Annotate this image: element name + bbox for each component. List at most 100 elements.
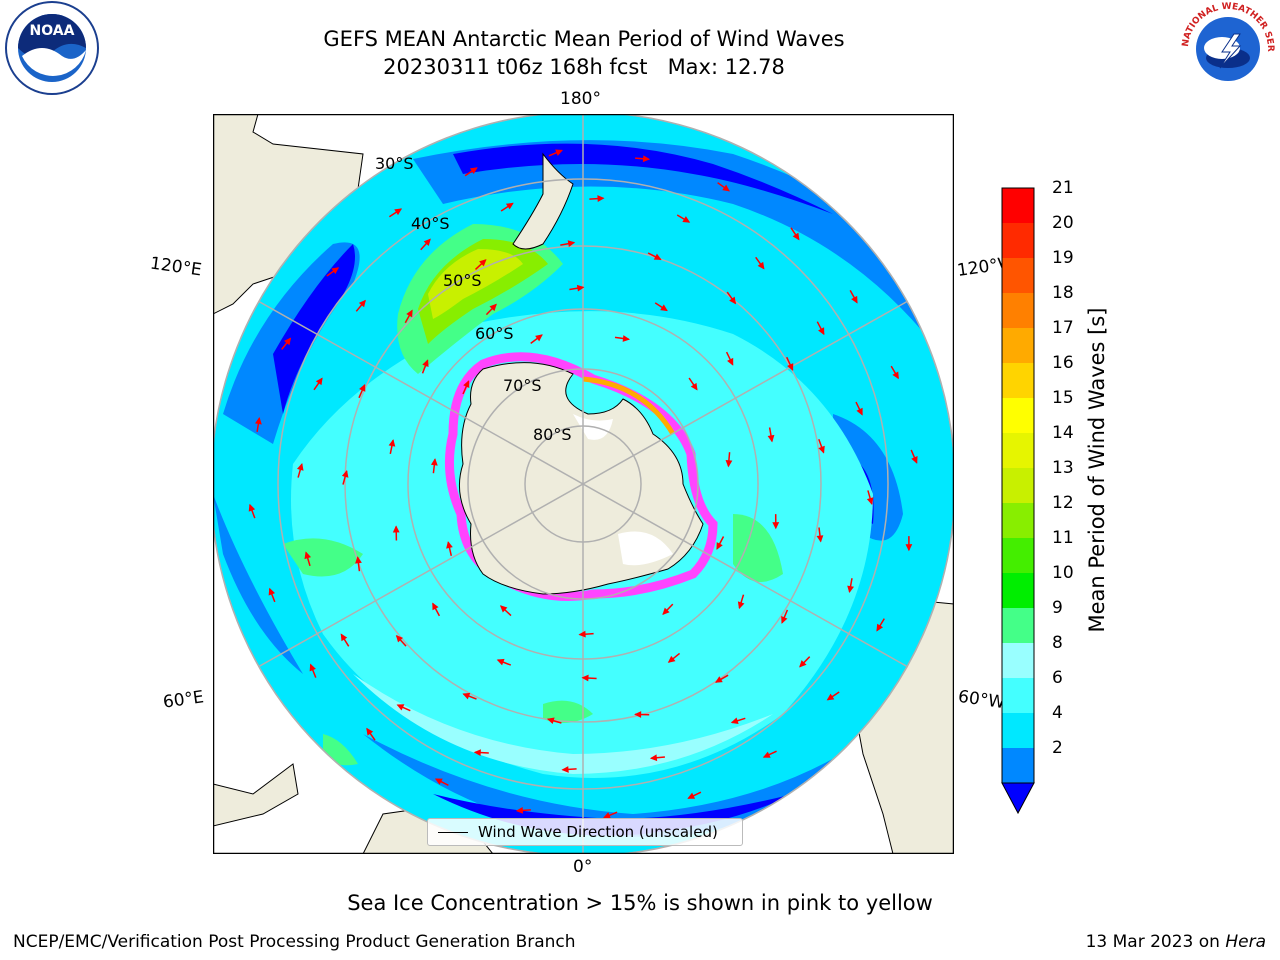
colorbar bbox=[1001, 187, 1035, 815]
wind-arrow-head bbox=[892, 371, 899, 380]
wind-arrow-head bbox=[546, 717, 555, 725]
wind-arrow-head bbox=[561, 766, 569, 773]
wind-arrow-head bbox=[489, 303, 497, 312]
wind-arrow-head bbox=[816, 535, 824, 543]
wind-arrow-head bbox=[687, 792, 696, 799]
wind-arrow-head bbox=[388, 439, 396, 447]
wind-arrow-head bbox=[725, 460, 733, 468]
wind-arrow-head bbox=[535, 334, 543, 342]
wind-arrow-head bbox=[856, 407, 863, 416]
colorbar-tick-label: 8 bbox=[1052, 633, 1063, 653]
wind-arrow-head bbox=[555, 149, 563, 156]
wind-arrow-head bbox=[505, 202, 514, 210]
wind-arrow-head bbox=[309, 663, 316, 672]
lon-label-180: 180° bbox=[560, 89, 601, 109]
wind-arrow-head bbox=[911, 456, 918, 464]
colorbar-tick-label: 18 bbox=[1052, 283, 1074, 303]
colorbar-tick-label: 12 bbox=[1052, 493, 1074, 513]
wind-arrow-head bbox=[392, 525, 400, 533]
wind-arrow-head bbox=[622, 335, 631, 342]
wind-arrow-head bbox=[396, 704, 405, 711]
colorbar-segment bbox=[1002, 398, 1034, 433]
wind-arrow-head bbox=[660, 304, 668, 312]
lat-label-30s: 30°S bbox=[375, 154, 414, 173]
colorbar-tick-label: 17 bbox=[1052, 318, 1074, 338]
lon-label-0: 0° bbox=[573, 857, 593, 877]
colorbar-segment bbox=[1002, 643, 1034, 678]
colorbar-segment bbox=[1002, 433, 1034, 468]
wind-arrow-head bbox=[762, 751, 771, 758]
wind-arrow-head bbox=[787, 363, 794, 371]
colorbar-tick-label: 15 bbox=[1052, 388, 1074, 408]
wind-arrow-head bbox=[359, 383, 366, 392]
colorbar-tick-label: 16 bbox=[1052, 353, 1074, 373]
wind-arrow-head bbox=[690, 382, 698, 391]
wind-arrow-head bbox=[395, 634, 404, 643]
wind-arrows bbox=[248, 149, 918, 819]
wind-arrow-head bbox=[851, 295, 858, 304]
colorbar-tick-label: 4 bbox=[1052, 703, 1063, 723]
wind-arrow-head bbox=[818, 327, 825, 336]
wind-arrow-head bbox=[847, 585, 854, 594]
wind-arrow-head bbox=[722, 184, 730, 192]
wind-arrow-head bbox=[578, 630, 586, 638]
wind-arrow-head bbox=[799, 660, 807, 668]
colorbar-segment bbox=[1002, 363, 1034, 398]
wind-arrow-head bbox=[479, 259, 487, 267]
colorbar-segment bbox=[1002, 713, 1034, 748]
wind-arrow-head bbox=[715, 676, 723, 683]
colorbar-extend-arrow bbox=[1001, 782, 1035, 815]
wind-arrow-head bbox=[603, 812, 611, 819]
colorbar-segment bbox=[1002, 678, 1034, 713]
wind-arrow-head bbox=[737, 601, 745, 610]
wind-arrow-head bbox=[716, 542, 723, 550]
wind-arrow-head bbox=[432, 602, 439, 611]
wind-arrow-head bbox=[406, 309, 413, 318]
svg-text:NOAA: NOAA bbox=[30, 23, 75, 39]
wind-arrow-head bbox=[268, 587, 276, 596]
colorbar-tick-label: 20 bbox=[1052, 213, 1074, 233]
map-title: GEFS MEAN Antarctic Mean Period of Wind … bbox=[323, 27, 845, 51]
wind-arrow-head bbox=[818, 445, 825, 454]
wind-arrow-head bbox=[248, 503, 256, 512]
colorbar-tick-label: 14 bbox=[1052, 423, 1074, 443]
lat-label-70s: 70°S bbox=[503, 376, 542, 395]
wind-arrow-head bbox=[729, 296, 737, 305]
sea-ice-note: Sea Ice Concentration > 15% is shown in … bbox=[347, 891, 933, 915]
wind-arrow-head bbox=[422, 359, 429, 368]
wind-arrow-head bbox=[515, 806, 524, 814]
wind-arrow-head bbox=[355, 556, 362, 564]
wind-arrow-head bbox=[826, 693, 835, 701]
wind-arrow-head bbox=[781, 616, 788, 624]
colorbar-segment bbox=[1002, 328, 1034, 363]
colorbar-segment bbox=[1002, 468, 1034, 503]
wind-arrow-head bbox=[304, 551, 312, 560]
lon-label-120e: 120°E bbox=[148, 253, 203, 281]
wind-arrow-head bbox=[463, 380, 470, 388]
map-legend: Wind Wave Direction (unscaled) bbox=[427, 818, 743, 846]
colorbar-tick-label: 13 bbox=[1052, 458, 1074, 478]
wind-arrow-head bbox=[667, 655, 676, 663]
colorbar-tick-label: 21 bbox=[1052, 178, 1074, 198]
wind-arrow-head bbox=[662, 607, 670, 616]
wind-arrow-head bbox=[434, 778, 443, 785]
lat-label-60s: 60°S bbox=[475, 324, 514, 343]
colorbar-tick-label: 11 bbox=[1052, 528, 1074, 548]
wind-arrow-head bbox=[757, 261, 765, 270]
wind-arrow-head bbox=[567, 240, 576, 247]
wind-arrow-head bbox=[581, 674, 589, 682]
wind-arrow-head bbox=[634, 711, 642, 718]
legend-line-swatch bbox=[438, 832, 468, 833]
wind-arrow-head bbox=[296, 462, 304, 471]
wind-arrow-head bbox=[642, 155, 651, 163]
wind-arrow-head bbox=[358, 299, 366, 308]
colorbar-tick-label: 19 bbox=[1052, 248, 1074, 268]
lon-label-60w: 60°W bbox=[956, 686, 1007, 714]
colorbar-label: Mean Period of Wind Waves [s] bbox=[1085, 307, 1109, 633]
colorbar-tick-label: 10 bbox=[1052, 563, 1074, 583]
colorbar-tick-label: 9 bbox=[1052, 598, 1063, 618]
wind-arrow-head bbox=[653, 253, 662, 260]
date-prefix: 13 Mar 2023 on bbox=[1085, 932, 1226, 952]
polar-map: 30°S 40°S 50°S 60°S 70°S 80°S bbox=[213, 114, 954, 854]
colorbar-tick-label: 2 bbox=[1052, 738, 1063, 758]
